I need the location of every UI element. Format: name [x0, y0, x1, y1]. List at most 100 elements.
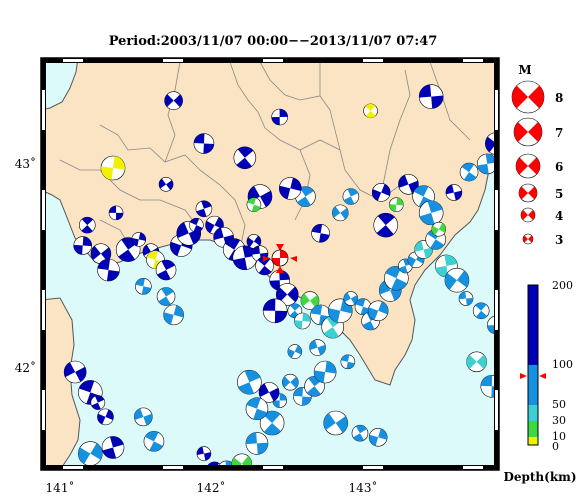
- focal-mechanism-icon: [331, 204, 349, 222]
- magnitude-legend-icon: [518, 183, 538, 203]
- depth-tick-label: 50: [552, 398, 566, 411]
- focal-mechanism-icon: [231, 453, 253, 470]
- focal-mechanism-icon: [245, 432, 269, 455]
- focal-mechanism-icon: [367, 300, 389, 322]
- depth-scale-title: Depth(km): [503, 470, 576, 484]
- focal-mechanism-icon: [418, 84, 444, 109]
- focal-mechanism-icon: [342, 188, 360, 205]
- focal-mechanism-icon: [271, 108, 288, 126]
- focal-mechanism-icon: [327, 298, 353, 324]
- event-arrow-right: [290, 256, 297, 262]
- focal-mechanism-icon: [246, 234, 262, 249]
- focal-mechanism-icon: [73, 236, 93, 255]
- focal-mechanism-layer: [63, 84, 499, 470]
- focal-mechanism-icon: [163, 304, 184, 326]
- focal-mechanism-icon: [343, 291, 359, 306]
- focal-mechanism-icon: [458, 291, 474, 306]
- focal-mechanism-icon: [294, 312, 311, 330]
- focal-mechanism-icon: [90, 395, 106, 410]
- focal-mechanism-icon: [189, 217, 204, 233]
- map-title: Period:2003/11/07 00:00−−2013/11/07 07:4…: [109, 34, 438, 49]
- magnitude-label: 7: [555, 126, 563, 140]
- magnitude-label: 5: [555, 187, 563, 201]
- focal-mechanism-icon: [156, 287, 176, 306]
- focal-mechanism-icon: [78, 441, 103, 466]
- focal-mechanism-icon: [311, 223, 330, 243]
- depth-scale: 200 100 50 30 10 0 Depth(km): [503, 279, 576, 484]
- depth-tick-label: 100: [552, 358, 573, 371]
- focal-mechanism-icon: [63, 360, 87, 384]
- southwest-peninsula: [41, 297, 81, 470]
- focal-mechanism-icon: [246, 197, 262, 213]
- focal-mechanism-icon: [445, 184, 463, 201]
- focal-mechanism-icon: [135, 278, 152, 295]
- focal-mechanism-icon: [90, 243, 112, 264]
- focal-mechanism-icon: [258, 382, 280, 403]
- map-frame: [40, 57, 500, 471]
- focal-mechanism-icon: [131, 232, 147, 247]
- depth-tick-label: 0: [552, 440, 559, 453]
- focal-mechanism-icon: [196, 446, 212, 461]
- focal-mechanism-icon: [323, 410, 349, 436]
- magnitude-legend-title: M: [518, 63, 531, 77]
- focal-mechanism-icon: [233, 146, 257, 170]
- focal-mechanism-icon: [300, 291, 320, 310]
- depth-band: [528, 421, 538, 437]
- focal-mechanism-icon: [255, 256, 274, 276]
- focal-mechanism-icon: [195, 200, 213, 218]
- focal-mechanism-icon: [373, 212, 399, 238]
- magnitude-label: 4: [555, 209, 563, 223]
- depth-band: [528, 285, 538, 365]
- depth-bar-frame: [527, 284, 539, 446]
- magnitude-legend-icon: [515, 153, 541, 179]
- latest-event-fill: [272, 250, 288, 266]
- magnitude-legend-icon: [522, 233, 534, 245]
- depth-marker: [520, 373, 546, 379]
- focal-mechanism-icon: [78, 216, 96, 234]
- focal-mechanism-icon: [134, 407, 153, 427]
- focal-mechanism-icon: [472, 302, 490, 320]
- latest-event-marker: [263, 244, 297, 273]
- focal-mechanism-icon: [100, 155, 126, 181]
- focal-mechanism-icon: [164, 91, 183, 110]
- focal-mechanism-icon: [459, 162, 479, 182]
- focal-mechanism-icon: [155, 259, 177, 281]
- magnitude-label: 3: [555, 233, 563, 247]
- focal-mechanism-icon: [389, 197, 404, 213]
- depth-tick-label: 30: [552, 414, 566, 427]
- depth-marker-right-arrow: [539, 373, 546, 379]
- event-arrow-left: [263, 256, 270, 262]
- depth-band: [528, 405, 538, 421]
- focal-mechanism-icon: [275, 283, 299, 306]
- prefecture-boundaries: [59, 61, 471, 256]
- focal-mechanism-icon: [193, 133, 215, 154]
- focal-mechanism-icon: [444, 267, 470, 293]
- focal-mechanism-icon: [237, 369, 262, 395]
- event-arrow-top: [276, 244, 284, 251]
- focal-mechanism-icon: [368, 427, 388, 447]
- focal-mechanism-icon: [232, 245, 258, 271]
- focal-mechanism-icon: [351, 424, 369, 442]
- magnitude-label: 8: [555, 91, 563, 105]
- focal-mechanism-icon: [97, 408, 114, 426]
- focal-mechanism-icon: [262, 298, 288, 324]
- focal-mechanism-icon: [466, 351, 487, 373]
- magnitude-legend-icon: [520, 207, 536, 223]
- magnitude-legend-icon: [513, 117, 543, 147]
- depth-band: [528, 437, 538, 445]
- focal-mechanism-icon: [418, 200, 444, 226]
- focal-mechanism-icon: [259, 410, 285, 436]
- focal-mechanism-icon: [287, 344, 303, 359]
- y-tick-label: 42˚: [15, 360, 36, 375]
- focal-mechanism-icon: [281, 373, 299, 391]
- focal-mechanism-icon: [108, 205, 124, 221]
- focal-mechanism-icon: [158, 177, 174, 192]
- depth-tick-label: 10: [552, 430, 566, 443]
- magnitude-label: 6: [555, 160, 563, 174]
- focal-mechanism-icon: [431, 221, 447, 237]
- event-arrow-bottom: [276, 266, 284, 273]
- focal-mechanism-icon: [97, 258, 120, 282]
- x-tick-label: 142˚: [197, 480, 226, 495]
- focal-mechanism-icon: [101, 436, 125, 459]
